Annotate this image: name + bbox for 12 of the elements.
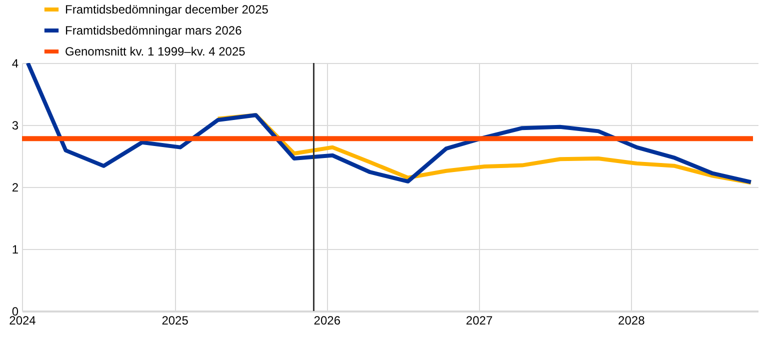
line-series bbox=[26, 63, 753, 184]
x-tick-label: 2026 bbox=[314, 314, 341, 328]
x-tick-label: 2028 bbox=[618, 314, 646, 328]
legend-label: Framtidsbedömningar mars 2026 bbox=[65, 24, 242, 38]
x-tick-label: 2025 bbox=[162, 314, 189, 328]
legend-label: Framtidsbedömningar december 2025 bbox=[65, 2, 269, 16]
y-tick-label: 3 bbox=[12, 118, 19, 132]
y-tick-label: 1 bbox=[12, 242, 19, 256]
y-tick-label: 2 bbox=[12, 180, 19, 194]
y-tick-label: 4 bbox=[12, 56, 19, 70]
legend-label: Genomsnitt kv. 1 1999–kv. 4 2025 bbox=[65, 44, 246, 58]
x-tick-label: 2027 bbox=[466, 314, 493, 328]
